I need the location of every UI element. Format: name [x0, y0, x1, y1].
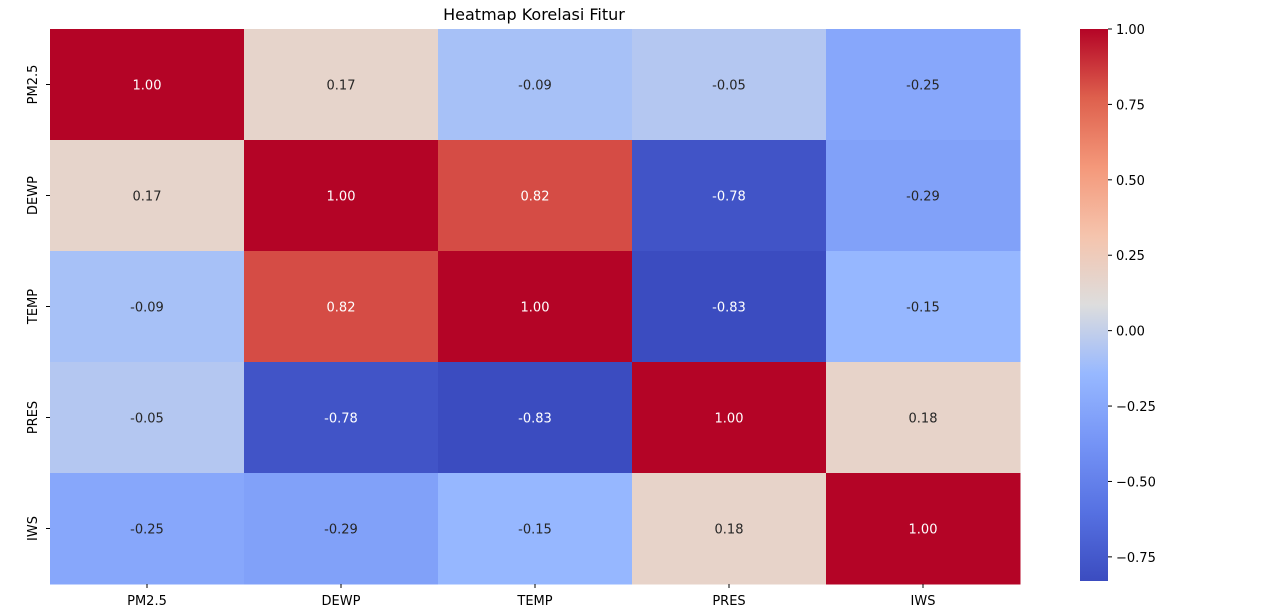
cell-value-label: -0.15: [518, 523, 552, 538]
x-tick-label: IWS: [911, 594, 936, 609]
heatmap-cell: [632, 473, 827, 585]
heatmap-cells: 1.00 0.17 -0.09 -0.05 -0.25 0.17 1.00 0.82 -0.78…: [50, 29, 1021, 585]
cell-value-label: 0.17: [327, 79, 356, 94]
colorbar-tick-label: 0.50: [1116, 174, 1145, 189]
cell-value-label: -0.25: [906, 79, 940, 94]
heatmap-cell: [438, 362, 633, 474]
y-axis-ticks: PM2.5 DEWP TEMP PRES IWS: [26, 65, 50, 541]
heatmap-cell: [50, 140, 245, 252]
heatmap-cell: [826, 362, 1021, 474]
x-tick-label: PM2.5: [127, 594, 167, 609]
colorbar-tick-label: −0.50: [1116, 475, 1156, 490]
heatmap-cell: [50, 473, 245, 585]
colorbar-tick-label: 0.25: [1116, 249, 1145, 264]
y-tick-label: PM2.5: [26, 65, 41, 105]
cell-value-label: -0.83: [712, 301, 746, 316]
heatmap-cell: [632, 362, 827, 474]
cell-value-label: -0.29: [906, 190, 940, 205]
x-tick-label: PRES: [712, 594, 745, 609]
heatmap-cell: [632, 140, 827, 252]
heatmap-cell: [50, 362, 245, 474]
x-tick-label: DEWP: [322, 594, 361, 609]
heatmap-cell: [632, 29, 827, 141]
heatmap-cell: [244, 29, 439, 141]
y-tick-label: DEWP: [26, 176, 41, 215]
cell-value-label: 1.00: [521, 301, 550, 316]
cell-value-label: -0.05: [130, 412, 164, 427]
cell-value-label: -0.25: [130, 523, 164, 538]
cell-value-label: 0.18: [715, 523, 744, 538]
cell-value-label: -0.29: [324, 523, 358, 538]
cell-value-label: -0.05: [712, 79, 746, 94]
cell-value-label: -0.78: [324, 412, 358, 427]
cell-value-label: 1.00: [327, 190, 356, 205]
colorbar: 1.00 0.75 0.50 0.25 0.00 −0.25 −0.50 −0.75: [1080, 23, 1156, 581]
cell-value-label: -0.09: [130, 301, 164, 316]
colorbar-tick-label: 1.00: [1116, 23, 1145, 38]
colorbar-tick-label: −0.25: [1116, 400, 1156, 415]
heatmap-cell: [826, 140, 1021, 252]
cell-value-label: -0.15: [906, 301, 940, 316]
colorbar-tick-label: 0.00: [1116, 325, 1145, 340]
heatmap-cell: [438, 140, 633, 252]
colorbar-tick-label: 0.75: [1116, 98, 1145, 113]
heatmap-cell: [50, 251, 245, 363]
cell-value-label: 1.00: [133, 79, 162, 94]
cell-value-label: 1.00: [909, 523, 938, 538]
heatmap-cell: [244, 251, 439, 363]
y-tick-label: TEMP: [26, 289, 41, 325]
x-axis-ticks: PM2.5 DEWP TEMP PRES IWS: [127, 584, 935, 609]
colorbar-tick-label: −0.75: [1116, 551, 1156, 566]
heatmap-cell: [438, 251, 633, 363]
heatmap-cell: [244, 362, 439, 474]
heatmap-cell: [632, 251, 827, 363]
heatmap-cell: [826, 251, 1021, 363]
y-tick-label: PRES: [26, 401, 41, 434]
heatmap-cell: [826, 473, 1021, 585]
cell-value-label: 0.17: [133, 190, 162, 205]
chart-title: Heatmap Korelasi Fitur: [443, 5, 625, 24]
colorbar-bar: [1080, 29, 1108, 581]
cell-value-label: -0.83: [518, 412, 552, 427]
heatmap-cell: [826, 29, 1021, 141]
cell-value-label: -0.09: [518, 79, 552, 94]
cell-value-label: -0.78: [712, 190, 746, 205]
heatmap-cell: [438, 473, 633, 585]
cell-value-label: 0.82: [327, 301, 356, 316]
heatmap-cell: [438, 29, 633, 141]
heatmap-cell: [50, 29, 245, 141]
x-tick-label: TEMP: [516, 594, 552, 609]
cell-value-label: 0.18: [909, 412, 938, 427]
cell-value-label: 0.82: [521, 190, 550, 205]
y-tick-label: IWS: [26, 516, 41, 541]
heatmap-cell: [244, 473, 439, 585]
heatmap-cell: [244, 140, 439, 252]
cell-value-label: 1.00: [715, 412, 744, 427]
